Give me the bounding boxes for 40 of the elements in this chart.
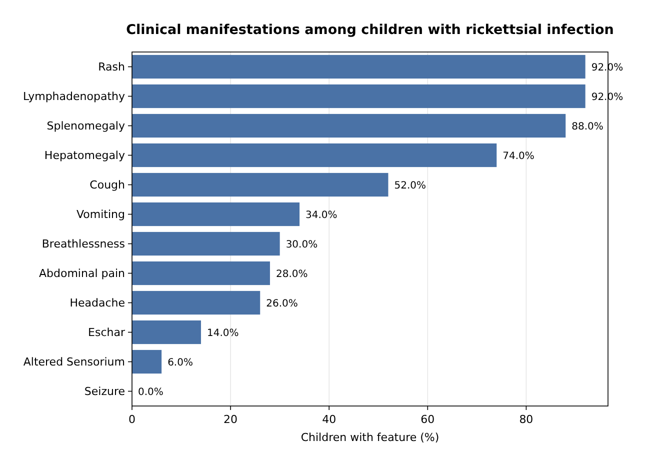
y-tick-label: Abdominal pain (38, 267, 126, 280)
bar (132, 202, 300, 226)
y-tick-label: Breathlessness (42, 238, 126, 251)
x-tick-label: 40 (322, 413, 336, 426)
y-tick-label: Cough (90, 178, 126, 192)
x-tick-label: 80 (519, 413, 534, 426)
data-label: 6.0% (168, 357, 193, 368)
x-tick-label: 20 (224, 413, 238, 426)
data-label: 30.0% (286, 239, 318, 250)
y-tick-label: Seizure (84, 385, 126, 398)
bar (132, 54, 586, 79)
y-tick-label: Lymphadenopathy (22, 90, 126, 104)
x-axis-title: Children with feature (%) (300, 431, 440, 444)
y-tick-label: Splenomegaly (46, 120, 126, 133)
bar (132, 232, 280, 256)
data-label: 14.0% (206, 328, 239, 339)
y-tick-label: Eschar (88, 326, 126, 340)
bar (132, 320, 201, 344)
y-tick-label: Headache (70, 296, 126, 310)
x-tick-label: 60 (420, 413, 435, 426)
bar (132, 261, 270, 286)
data-label: 34.0% (306, 210, 338, 221)
bar (132, 84, 586, 108)
bar (132, 290, 260, 315)
x-tick-label: 0 (128, 413, 136, 426)
data-label: 26.0% (266, 298, 298, 310)
y-tick-label: Rash (98, 60, 126, 74)
bar (132, 143, 497, 168)
data-label: 74.0% (502, 150, 534, 162)
bar (132, 350, 162, 374)
y-tick-label: Vomiting (76, 208, 125, 222)
data-label: 0.0% (138, 386, 164, 398)
bar (132, 114, 566, 138)
data-label: 88.0% (572, 121, 604, 132)
bar (132, 172, 388, 197)
data-label: 52.0% (394, 180, 426, 192)
y-tick-label: Altered Sensorium (23, 356, 125, 369)
y-tick-label: Hepatomegaly (44, 149, 126, 162)
chart-title: Clinical manifestations among children with rickettsial infection (126, 22, 614, 38)
data-label: 28.0% (276, 268, 308, 280)
